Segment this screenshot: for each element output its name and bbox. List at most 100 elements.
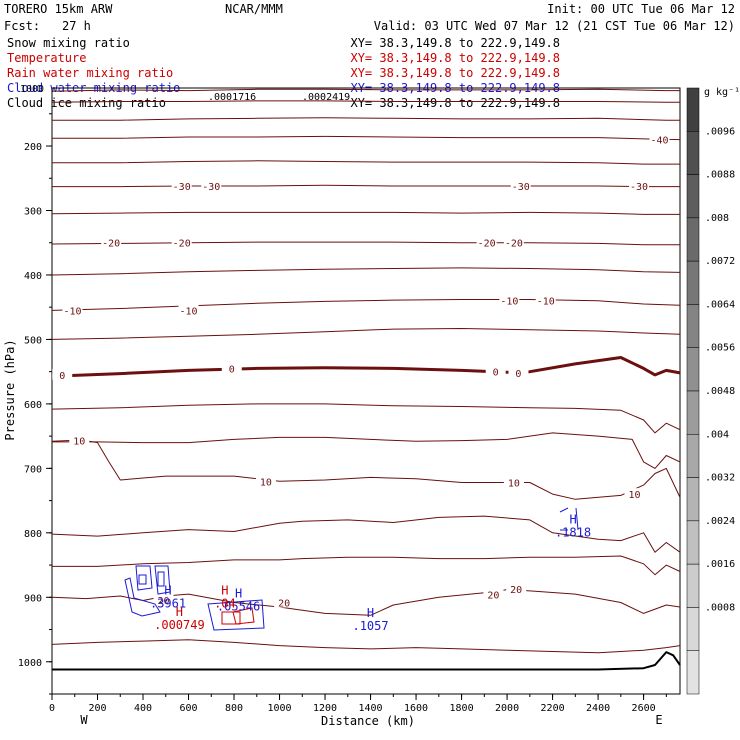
x-tick-label: 2000 <box>495 703 519 714</box>
colorbar-unit: g kg⁻¹ <box>704 87 740 98</box>
contour-label: -10 <box>63 306 81 317</box>
colorbar: .0096 .0088 .008 .0072 .0064 .0056 .0048 .004 .0… <box>686 87 735 695</box>
x-tick-label: 1200 <box>313 703 337 714</box>
x-tick-label: 2600 <box>632 703 656 714</box>
extremum-value: .04 <box>214 597 236 611</box>
colorbar-swatch <box>686 390 700 435</box>
temperature-contour <box>51 328 681 340</box>
temperature-contour <box>51 589 681 616</box>
temperature-contour <box>51 211 680 215</box>
colorbar-tick-label: .004 <box>705 429 729 440</box>
terrain-line <box>52 651 681 671</box>
colorbar-tick-label: .0088 <box>705 170 735 181</box>
contour-label: -20 <box>478 239 496 250</box>
contour-label: -20 <box>173 239 191 250</box>
init-time: Init: 00 UTC Tue 06 Mar 12 <box>547 2 735 16</box>
contour-label-bg <box>510 179 531 191</box>
extremum-h: H <box>569 513 576 527</box>
colorbar-tick-label: .0064 <box>705 299 735 310</box>
field-name: Cloud ice mixing ratio <box>7 96 166 110</box>
field-legend: Snow mixing ratio XY= 38.3,149.8 to 222.9… <box>7 36 560 110</box>
colorbar-swatch <box>686 520 700 565</box>
contour-labels: -40 -30 -30 -30 -30 -20 -20 -20 -20 -10 -10 -10 -10 0… <box>52 133 670 609</box>
contour-label: 10 <box>73 437 85 448</box>
x-tick-label: 800 <box>225 703 243 714</box>
contour-label: -30 <box>173 182 191 193</box>
x-tick-label: 1400 <box>359 703 383 714</box>
temperature-contour <box>51 241 680 246</box>
colorbar-swatch <box>686 607 700 651</box>
colorbar-swatch <box>686 87 700 132</box>
contour-label: 20 <box>487 591 499 602</box>
temperature-contour <box>51 299 681 311</box>
extremum-value: .3961 <box>150 597 186 611</box>
field-xy: XY= 38.3,149.8 to 222.9,149.8 <box>350 36 560 50</box>
contour-label: 20 <box>510 585 522 596</box>
contour-label: 0 <box>229 364 235 375</box>
extremum-value: .1057 <box>352 619 388 633</box>
temperature-contour <box>51 639 681 654</box>
contour-label-bg <box>171 179 192 191</box>
contour-label-bg <box>171 236 192 248</box>
extremum-h: H <box>176 605 183 619</box>
contour-label: 0 <box>59 371 65 382</box>
temperature-contour <box>51 88 680 92</box>
org-label: NCAR/MMM <box>225 2 283 16</box>
colorbar-tick-label: .0056 <box>705 343 735 354</box>
temperature-contours <box>51 88 681 671</box>
x-tick-label: 2200 <box>541 703 565 714</box>
colorbar-swatch <box>686 131 700 175</box>
contour-label: 10 <box>260 477 272 488</box>
x-axis-title: Distance (km) <box>321 714 415 728</box>
field-name: Snow mixing ratio <box>7 36 130 50</box>
colorbar-tick-label: .0016 <box>705 559 735 570</box>
extremum-value: .1818 <box>555 526 591 540</box>
contour-label-bg <box>503 236 524 248</box>
x-tick-label: 2400 <box>586 703 610 714</box>
valid-time: Valid: 03 UTC Wed 07 Mar 12 (21 CST Tue … <box>374 19 735 33</box>
contour-label: -10 <box>537 297 555 308</box>
contour-label: 0 <box>515 369 521 380</box>
contour-label: 10 <box>508 479 520 490</box>
plot-frame <box>51 87 681 695</box>
colorbar-swatch <box>686 650 700 695</box>
contour-label: -30 <box>202 182 220 193</box>
end-label-west: W <box>80 713 88 727</box>
colorbar-tick-label: .0096 <box>705 126 735 137</box>
colorbar-tick-label: .0072 <box>705 256 735 267</box>
hydrometeor-contour <box>124 577 161 617</box>
fcst-label: Fcst: <box>4 19 40 33</box>
extremum-value: .05546 <box>217 600 260 614</box>
contour-label-bg <box>69 434 90 446</box>
temperature-contour <box>51 403 681 434</box>
contour-label: 10 <box>628 490 640 501</box>
contour-label: 20 <box>278 598 290 609</box>
contour-label-bg <box>201 179 222 191</box>
hydrometeor-contours <box>124 507 579 631</box>
temperature-contour <box>51 267 681 276</box>
hydrometeor-contour <box>138 574 147 585</box>
colorbar-tick-label: .0008 <box>705 602 735 613</box>
field-xy: XY= 38.3,149.8 to 222.9,149.8 <box>350 66 560 80</box>
contour-label-bg <box>483 588 504 600</box>
x-tick-label: 1600 <box>404 703 428 714</box>
contour-label-bg <box>255 475 276 487</box>
y-tick-label: 900 <box>24 593 42 604</box>
temperature-contour <box>52 135 681 141</box>
y-tick-label: 1000 <box>18 658 42 669</box>
hydrometeor-contour <box>154 565 171 595</box>
contour-label-bg <box>506 582 527 594</box>
contour-label-bg <box>274 596 295 608</box>
overlap-text: 1000 .0001716 .0002419 <box>20 84 350 103</box>
model-title: TORERO 15km ARW <box>4 2 113 16</box>
contour-label: -40 <box>650 136 668 147</box>
colorbar-swatch <box>686 434 700 478</box>
contour-label-bg <box>52 368 73 380</box>
y-tick-label: 800 <box>24 529 42 540</box>
x-tick-label: 1000 <box>267 703 291 714</box>
y-tick-label: 200 <box>24 142 42 153</box>
y-tick-label: 500 <box>24 335 42 346</box>
contour-label-bg <box>503 476 524 488</box>
field-xy: XY= 38.3,149.8 to 222.9,149.8 <box>350 96 560 110</box>
